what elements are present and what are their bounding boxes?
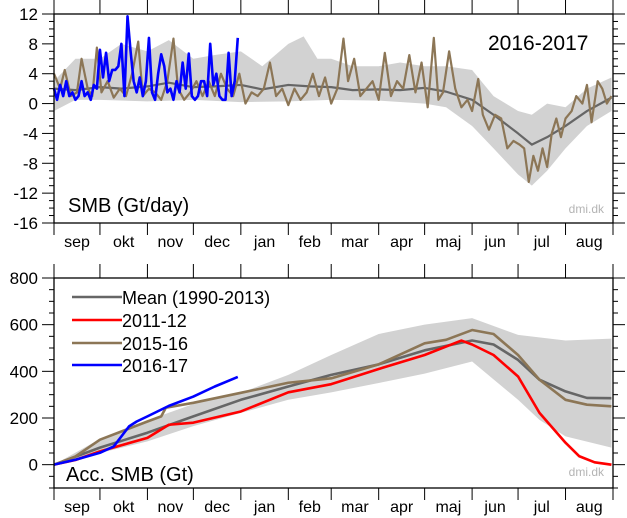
x-tick-label-jun: jun [483,234,505,251]
x-tick-label-jul: jul [533,499,550,516]
y-tick-label: 0 [29,456,38,475]
x-tick-label-jun: jun [483,499,505,516]
x-tick-label-okt: okt [113,234,135,251]
y-tick-label: 8 [29,35,38,54]
legend-label-mean: Mean (1990-2013) [122,288,270,308]
y-tick-label: 600 [10,316,38,335]
series-line-2015-16 [52,36,613,184]
x-tick-label-feb: feb [299,234,321,251]
y-tick-label: 4 [29,65,38,84]
y-tick-label: -4 [23,124,38,143]
x-tick-label-jul: jul [533,234,550,251]
legend-label-y2015_16: 2015-16 [122,334,188,354]
x-tick-label-dec: dec [204,499,230,516]
x-tick-label-feb: feb [299,499,321,516]
x-tick-label-aug: aug [576,499,603,516]
x-tick-label-sep: sep [64,234,90,251]
x-tick-label-aug: aug [576,234,603,251]
y-tick-label: 800 [10,269,38,288]
watermark-dmi: dmi.dk [569,202,605,216]
chart-title: 2016-2017 [488,32,588,55]
watermark-dmi: dmi.dk [569,465,605,479]
x-tick-label-nov: nov [157,499,183,516]
x-tick-label-okt: okt [113,499,135,516]
legend-label-y2016_17: 2016-17 [122,356,188,376]
series-line-2016-17 [52,14,240,102]
series-line-2015-16 [53,328,612,466]
x-tick-label-apr: apr [390,234,414,251]
y-tick-label: 200 [10,409,38,428]
y-axis-label: Acc. SMB (Gt) [66,464,194,486]
x-tick-label-maj: maj [435,234,461,251]
x-tick-label-jan: jan [253,499,275,516]
range-band [54,318,612,465]
y-axis-label: SMB (Gt/day) [68,195,189,217]
x-tick-label-maj: maj [435,499,461,516]
series-line-2016-17 [53,375,239,466]
x-tick-label-mar: mar [341,499,369,516]
y-tick-label: -12 [13,184,38,203]
panel-daily-smb: -16 -12 -8 -4 0 4 8 12 sep okt nov dec jan feb mar apr m… [13,0,625,251]
y-tick-label: -8 [23,154,38,173]
y-tick-label: 12 [19,5,38,24]
x-tick-label-dec: dec [204,234,230,251]
panel-accumulated-smb: 0 200 400 600 800 sep okt nov dec jan feb mar apr maj… [10,264,625,516]
y-tick-label: 400 [10,362,38,381]
x-tick-label-apr: apr [390,499,414,516]
x-tick-label-jan: jan [253,234,275,251]
legend-label-y2011_12: 2011-12 [122,311,187,331]
y-tick-label: 0 [29,95,38,114]
x-tick-label-nov: nov [157,234,183,251]
x-tick-label-sep: sep [64,499,90,516]
x-tick-label-mar: mar [341,234,369,251]
y-tick-label: -16 [13,214,38,233]
series-line-2011-12 [53,339,612,466]
range-band [54,36,612,186]
